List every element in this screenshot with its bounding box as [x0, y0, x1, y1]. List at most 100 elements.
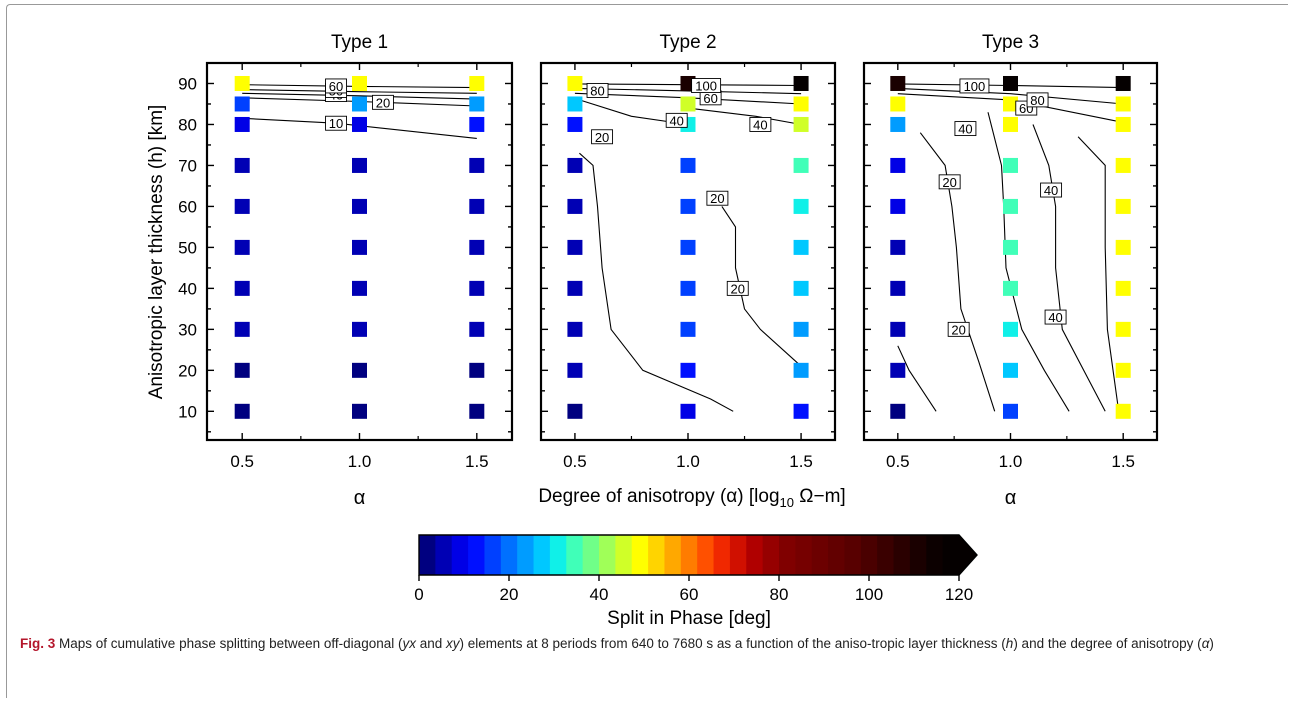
contour-label: 40 [1040, 182, 1063, 198]
x-tick-label: 1.5 [1111, 452, 1135, 471]
data-cell [352, 75, 367, 91]
contour-line [897, 87, 1124, 105]
colorbar-segment [615, 535, 633, 575]
data-cell [680, 96, 696, 112]
panel-title: Type 1 [331, 32, 388, 53]
data-cell [567, 239, 583, 255]
contour-line [1032, 124, 1106, 412]
contour-label-text: 100 [964, 79, 986, 94]
colorbar-segment [517, 535, 535, 575]
contour-label-box [959, 78, 990, 94]
colorbar-tick-label: 100 [855, 585, 883, 604]
contour-label: 20 [372, 94, 394, 110]
data-cell [890, 321, 906, 337]
caption-part: Maps of cumulative phase splitting betwe… [55, 636, 403, 651]
data-cell [1115, 362, 1131, 378]
data-cell [890, 403, 906, 419]
colorbar-segment [631, 535, 649, 575]
colorbar-segment [435, 535, 453, 575]
data-cell [352, 239, 367, 255]
caption-part: and [415, 636, 446, 651]
data-cell [1003, 157, 1018, 173]
data-cell [890, 280, 906, 296]
data-cell [1003, 116, 1018, 132]
panel-2: 0.5 1.0 1.5 20 20 20 40 40 60 80 100 Type 2 [539, 32, 837, 471]
contour-label-box [706, 190, 729, 206]
chart-canvas: 1020304050607080900.51.01.51020405060Typ… [146, 32, 1159, 629]
x-tick-label: 0.5 [563, 452, 587, 471]
y-tick-label: 80 [178, 115, 197, 134]
data-cell [234, 157, 250, 173]
contour-label-box [691, 78, 722, 93]
contour-label-text: 60 [329, 79, 343, 94]
data-cell [234, 75, 250, 91]
contour-label-box [1040, 182, 1063, 198]
data-cell [1115, 96, 1131, 112]
data-cell [567, 75, 583, 91]
contour-label: 60 [325, 78, 347, 94]
data-cell [352, 321, 367, 337]
colorbar-segment [942, 535, 960, 575]
data-cell [567, 157, 583, 173]
x-tick-label: 1.5 [465, 452, 489, 471]
colorbar-tick-label: 0 [414, 585, 423, 604]
contour-label: 100 [691, 78, 722, 94]
colorbar-extend-arrow [959, 535, 977, 575]
colorbar-segment [599, 535, 616, 575]
contour-label-box [954, 121, 977, 137]
data-cell [890, 198, 906, 214]
panel-1: 1020304050607080900.51.01.51020405060Typ… [178, 32, 514, 509]
data-cell [352, 157, 367, 173]
colorbar-tick-label: 40 [590, 585, 609, 604]
panel-title: Type 3 [982, 32, 1039, 53]
colorbar-label: Split in Phase [deg] [607, 608, 771, 629]
x-tick-label: 1.0 [999, 452, 1023, 471]
colorbar-tick-label: 20 [500, 585, 519, 604]
data-cell [793, 280, 809, 296]
data-cell [793, 157, 809, 173]
data-cell [1003, 321, 1018, 337]
data-cell [890, 96, 906, 112]
contour-label-text: 40 [753, 117, 767, 132]
data-cell [1003, 280, 1018, 296]
contour-label-text: 40 [1044, 183, 1058, 198]
colorbar-segment [844, 535, 862, 575]
contour-line [897, 345, 937, 412]
data-cell [890, 75, 906, 91]
contour-line [1077, 136, 1120, 412]
data-cell [469, 280, 485, 296]
panel-x-axis-label: α [1005, 487, 1017, 509]
data-cell [469, 198, 485, 214]
data-cell [567, 198, 583, 214]
data-cell [234, 96, 250, 112]
data-cell [793, 198, 809, 214]
data-cell [352, 403, 367, 419]
contour-label-box [1026, 92, 1049, 108]
colorbar-segment [566, 535, 584, 575]
caption-part: xy [446, 636, 460, 651]
data-cell [1003, 75, 1018, 91]
caption-part: ) elements at 8 periods from 640 to 7680… [459, 636, 1006, 651]
colorbar: 0 20 40 60 80 100 120 Split in Phase [deg] [414, 534, 978, 629]
data-cell [567, 321, 583, 337]
data-cell [234, 321, 250, 337]
data-cell [1115, 239, 1131, 255]
colorbar-segment [468, 535, 486, 575]
data-cell [234, 403, 250, 419]
contour-label-text: 80 [1030, 93, 1044, 108]
colorbar-segment [419, 535, 436, 575]
data-cell [793, 321, 809, 337]
y-tick-label: 20 [178, 361, 197, 380]
contour-label-text: 20 [376, 95, 390, 110]
data-cell [567, 96, 583, 112]
contour-label: 10 [325, 115, 347, 131]
colorbar-tick-label: 120 [945, 585, 973, 604]
contour-label: 20 [947, 321, 970, 337]
data-cell [352, 198, 367, 214]
data-cell [680, 198, 696, 214]
data-cell [793, 403, 809, 419]
colorbar-segment [762, 535, 780, 575]
contour-label: 80 [1026, 92, 1049, 108]
data-cell [1115, 280, 1131, 296]
x-tick-label: 1.0 [348, 452, 372, 471]
